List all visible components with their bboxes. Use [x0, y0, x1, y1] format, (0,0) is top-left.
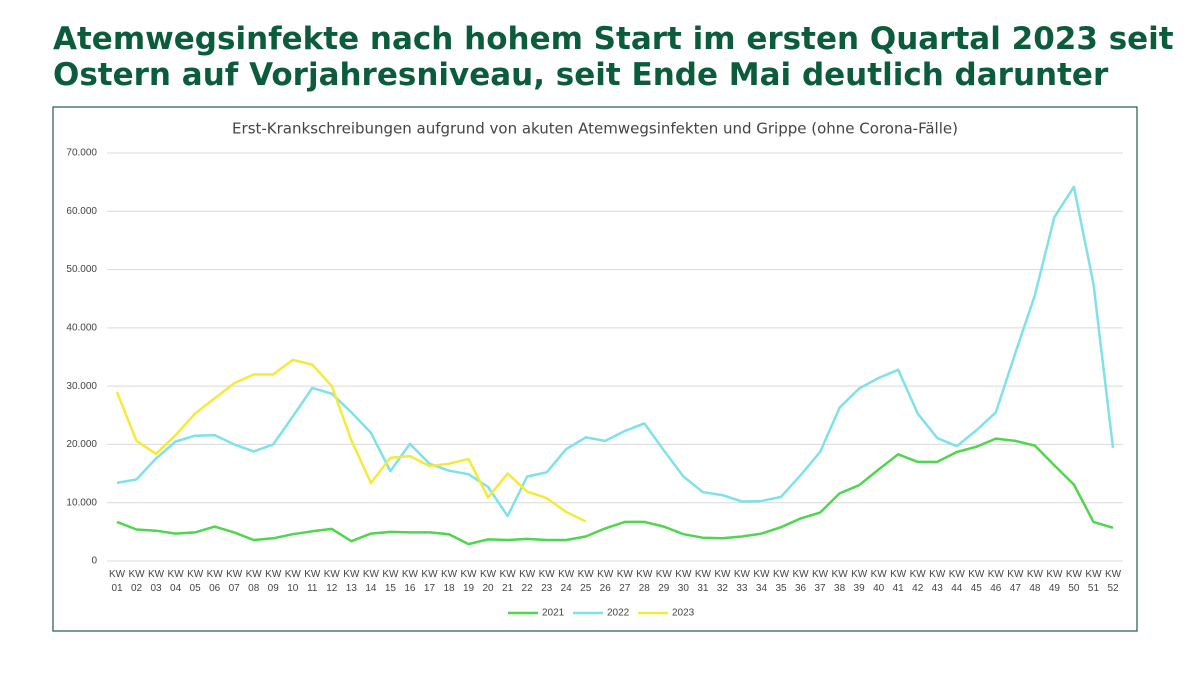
x-tick-label: KW 36 [792, 569, 809, 594]
chart-frame [52, 106, 1138, 632]
x-tick-label: KW 14 [363, 569, 380, 594]
x-tick-label: KW 49 [1046, 569, 1063, 594]
x-tick-label: KW 51 [1085, 569, 1102, 594]
x-tick-label: KW 27 [617, 569, 634, 594]
x-tick-label: KW 43 [929, 569, 946, 594]
x-tick-label: KW 44 [949, 569, 966, 594]
x-tick-label: KW 41 [890, 569, 907, 594]
x-tick-label: KW 16 [402, 569, 419, 594]
x-tick-label: KW 19 [460, 569, 477, 594]
legend-label: 2022 [607, 608, 630, 619]
x-tick-label: KW 05 [187, 569, 204, 594]
x-tick-label: KW 39 [851, 569, 868, 594]
x-tick-label: KW 26 [597, 569, 614, 594]
x-tick-label: KW 48 [1027, 569, 1044, 594]
x-tick-label: KW 06 [207, 569, 224, 594]
x-tick-label: KW 12 [324, 569, 341, 594]
x-tick-label: KW 37 [812, 569, 829, 594]
x-tick-label: KW 22 [519, 569, 536, 594]
series-line [116, 437, 1114, 546]
x-tick-label: KW 25 [578, 569, 595, 594]
x-tick-label: KW 29 [656, 569, 673, 594]
series-line [115, 358, 587, 523]
x-tick-label: KW 47 [1007, 569, 1024, 594]
x-tick-label: KW 15 [382, 569, 399, 594]
x-tick-label: KW 24 [558, 569, 575, 594]
x-tick-label: KW 33 [734, 569, 751, 594]
x-tick-label: KW 08 [246, 569, 263, 594]
x-tick-label: KW 20 [480, 569, 497, 594]
legend-label: 2023 [672, 608, 695, 619]
x-tick-label: KW 45 [968, 569, 985, 594]
headline: Atemwegsinfekte nach hohem Start im erst… [53, 21, 1174, 93]
x-tick-label: KW 23 [539, 569, 556, 594]
x-tick-label: KW 09 [265, 569, 282, 594]
x-tick-label: KW 10 [285, 569, 302, 594]
x-tick-label: KW 17 [421, 569, 438, 594]
x-tick-label: KW 01 [109, 569, 126, 594]
y-tick-label: 60.000 [66, 206, 97, 217]
x-tick-label: KW 07 [226, 569, 243, 594]
x-tick-label: KW 42 [910, 569, 927, 594]
y-tick-label: 10.000 [66, 497, 97, 508]
x-tick-label: KW 52 [1105, 569, 1122, 594]
legend-label: 2021 [542, 608, 565, 619]
x-tick-label: KW 34 [753, 569, 770, 594]
y-tick-label: 20.000 [66, 439, 97, 450]
series-line [116, 185, 1115, 518]
x-tick-label: KW 32 [714, 569, 731, 594]
x-tick-label: KW 38 [832, 569, 849, 594]
x-tick-label: KW 31 [695, 569, 712, 594]
x-tick-label: KW 13 [343, 569, 360, 594]
y-tick-label: 70.000 [66, 148, 97, 159]
x-tick-label: KW 30 [675, 569, 692, 594]
x-tick-label: KW 02 [128, 569, 145, 594]
y-tick-label: 50.000 [66, 264, 97, 275]
x-tick-label: KW 46 [988, 569, 1005, 594]
x-tick-label: KW 28 [636, 569, 653, 594]
x-tick-label: KW 50 [1066, 569, 1083, 594]
y-tick-label: 0 [91, 556, 97, 567]
y-tick-label: 30.000 [66, 381, 97, 392]
x-tick-label: KW 35 [773, 569, 790, 594]
x-tick-label: KW 11 [304, 569, 321, 594]
x-tick-label: KW 03 [148, 569, 165, 594]
chart-title: Erst-Krankschreibungen aufgrund von akut… [232, 120, 958, 138]
x-tick-label: KW 21 [500, 569, 517, 594]
x-tick-label: KW 40 [871, 569, 888, 594]
x-tick-label: KW 18 [441, 569, 458, 594]
x-tick-label: KW 04 [168, 569, 185, 594]
y-tick-label: 40.000 [66, 322, 97, 333]
